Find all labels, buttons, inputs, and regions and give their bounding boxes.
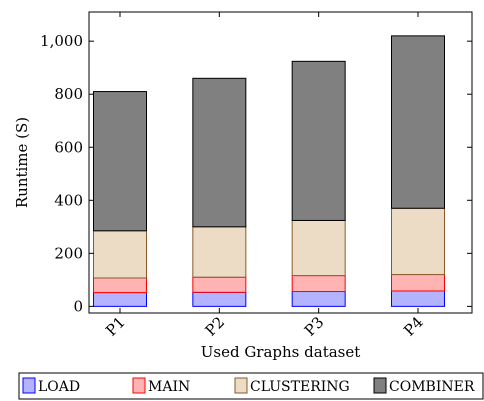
bar-main-p1	[93, 277, 147, 294]
bar-combiner-p2	[192, 77, 247, 228]
legend-label-load: LOAD	[38, 379, 80, 395]
legend-swatch-main	[132, 377, 146, 394]
bar-main-p3	[291, 275, 346, 293]
bar-clustering-p1	[93, 230, 147, 279]
legend-swatch-combiner	[373, 377, 387, 394]
plot-frame	[88, 11, 473, 314]
bar-main-p2	[192, 276, 247, 293]
y-tick-label: 1,000	[40, 32, 83, 50]
x-axis-ticks: P1 P2 P3 P4	[102, 12, 427, 340]
legend-label-main: MAIN	[148, 379, 190, 395]
x-axis-title: Used Graphs dataset	[201, 343, 361, 361]
legend: LOAD MAIN CLUSTERING COMBINER	[18, 372, 484, 400]
bar-main-p4	[391, 274, 445, 292]
legend-label-combiner: COMBINER	[389, 379, 475, 395]
x-tick-label: P4	[400, 313, 427, 340]
bar-combiner-p3	[291, 60, 346, 221]
bar-clustering-p3	[291, 219, 346, 277]
y-tick-label: 0	[73, 297, 83, 315]
x-tick-label: P3	[301, 313, 328, 340]
bar-clustering-p4	[391, 207, 445, 276]
y-tick-label: 200	[54, 244, 83, 262]
bar-combiner-p4	[391, 35, 445, 209]
legend-swatch-load	[22, 377, 36, 394]
legend-box	[18, 372, 484, 400]
bars-layer	[93, 35, 445, 307]
legend-label-clustering: CLUSTERING	[250, 379, 350, 395]
bar-clustering-p2	[192, 226, 247, 278]
y-tick-label: 600	[54, 138, 83, 156]
y-tick-label: 400	[54, 191, 83, 209]
x-tick-label: P2	[202, 313, 229, 340]
bar-load-p4	[391, 290, 445, 307]
bar-combiner-p1	[93, 91, 147, 232]
y-axis-ticks: 0 200 400 600 800 1,000	[40, 32, 472, 315]
x-tick-label: P1	[102, 313, 129, 340]
legend-swatch-clustering	[234, 377, 248, 394]
y-tick-label: 800	[54, 85, 83, 103]
bar-load-p2	[192, 291, 247, 307]
bar-load-p1	[93, 292, 147, 307]
y-axis-title: Runtime (S)	[13, 117, 31, 208]
bar-load-p3	[291, 291, 346, 307]
